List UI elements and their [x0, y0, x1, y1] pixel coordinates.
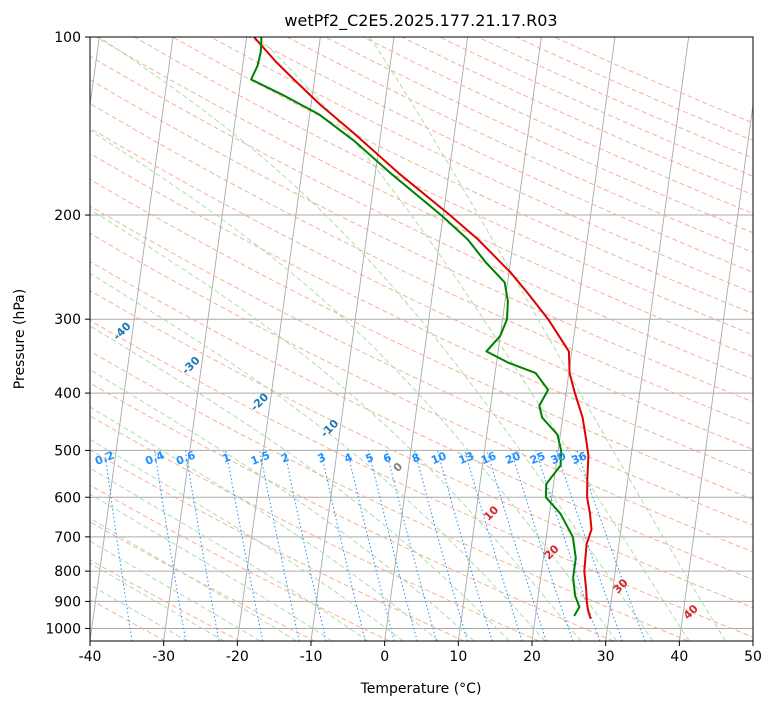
dry-adiabat — [90, 559, 241, 641]
mixing-ratio-label: 1 — [221, 451, 233, 466]
y-tick-label: 400 — [54, 386, 81, 402]
x-tick-label: -20 — [226, 649, 249, 665]
isotherm--30 — [163, 37, 248, 641]
y-tick-label: 1000 — [45, 621, 81, 637]
mixing-ratio-line — [346, 450, 395, 641]
x-tick-label: 50 — [744, 649, 762, 665]
plot-lines — [90, 37, 753, 641]
dry-adiabat — [134, 37, 753, 336]
moist-adiabat — [257, 37, 690, 641]
mixing-ratio-label: 36 — [570, 449, 589, 467]
y-tick-label: 300 — [54, 312, 81, 328]
mixing-ratio-line — [154, 450, 187, 641]
moist-adiabat — [90, 467, 368, 641]
isotherm--40 — [90, 37, 174, 641]
y-axis-title: Pressure (hPa) — [12, 289, 28, 389]
mixing-ratio-label: 25 — [528, 449, 547, 467]
moist-adiabat — [90, 540, 261, 641]
isotherm-20 — [531, 37, 616, 641]
dry-adiabat — [90, 521, 315, 641]
mixing-ratio-line — [320, 450, 366, 641]
x-tick-label: -30 — [152, 649, 175, 665]
temperature-profile — [253, 37, 593, 619]
moist-adiabat — [90, 517, 297, 641]
moist-adiabat — [90, 584, 188, 641]
x-tick-label: 10 — [449, 649, 467, 665]
dry-adiabat — [90, 205, 753, 526]
dry-adiabat — [90, 319, 753, 638]
y-tick-label: 100 — [54, 30, 81, 46]
dry-adiabat — [90, 289, 753, 609]
moist-adiabat — [90, 438, 404, 641]
mixing-ratio-line — [259, 450, 300, 641]
mixing-ratio-label: 8 — [410, 451, 422, 466]
x-axis-title: Temperature (°C) — [360, 681, 482, 697]
mixing-ratio-label: 2 — [279, 451, 291, 466]
y-tick-label: 500 — [54, 443, 81, 459]
dry-adiabat — [90, 232, 753, 553]
dry-adiabat — [90, 415, 540, 641]
x-tick-label: 20 — [523, 649, 541, 665]
isotherm--10 — [310, 37, 395, 641]
chart-title: wetPf2_C2E5.2025.177.21.17.R03 — [284, 11, 557, 31]
dry-adiabat — [90, 260, 753, 581]
moist-adiabat — [90, 272, 546, 641]
mixing-ratio-label: 5 — [364, 451, 376, 466]
dewpoint-profile — [250, 37, 581, 617]
mixing-ratio-line — [385, 450, 437, 641]
mixing-ratio-line — [576, 450, 646, 641]
x-tick-label: 30 — [597, 649, 615, 665]
isotherm-40 — [678, 101, 753, 641]
mixing-ratio-line — [535, 450, 601, 641]
mixing-ratio-line — [368, 450, 418, 641]
axes: -40 -30 -20 -10 0 10 20 30 40 50 1000 900 800 700 600 5… — [45, 30, 762, 665]
mixing-ratio-label: 20 — [503, 449, 522, 467]
isotherm-0 — [384, 37, 469, 641]
isotherm-30 — [605, 37, 690, 641]
plot-frame — [89, 36, 754, 642]
mixing-ratio-label: 13 — [457, 449, 476, 467]
mixing-ratio-label: 16 — [479, 449, 498, 467]
dry-adiabat — [90, 449, 465, 641]
isotherm-10 — [457, 37, 542, 641]
y-tick-label: 800 — [54, 564, 81, 580]
dry-adiabat — [90, 382, 614, 641]
dry-adiabat — [172, 37, 753, 315]
mixing-ratio-line — [464, 450, 523, 641]
moist-adiabat — [90, 406, 439, 641]
y-tick-label: 600 — [54, 490, 81, 506]
x-tick-label: -10 — [300, 649, 323, 665]
mixing-ratio-label: 30 — [549, 449, 568, 467]
x-tick-label: 0 — [380, 649, 389, 665]
dry-adiabat — [95, 37, 753, 358]
mixing-ratio-line — [555, 450, 623, 641]
mixing-ratio-label: 3 — [316, 451, 328, 466]
moist-adiabat — [90, 562, 225, 641]
dry-adiabat — [90, 55, 753, 380]
mixing-ratio-line — [486, 450, 547, 641]
y-tick-label: 200 — [54, 208, 81, 224]
x-tick-label: -40 — [79, 649, 102, 665]
mixing-ratio-line — [436, 450, 493, 641]
mixing-ratio-line — [414, 450, 468, 641]
mixing-ratio-line — [510, 450, 574, 641]
dry-adiabat — [90, 78, 753, 403]
mixing-ratio-line — [284, 450, 327, 641]
x-tick-label: 40 — [670, 649, 688, 665]
isotherm--20 — [236, 37, 321, 641]
dry-adiabat — [90, 350, 689, 641]
moist-adiabat — [90, 325, 510, 641]
moist-adiabat — [90, 369, 475, 641]
mixing-ratio-line — [104, 450, 133, 641]
y-tick-label: 900 — [54, 594, 81, 610]
y-tick-label: 700 — [54, 530, 81, 546]
dry-adiabat — [90, 103, 753, 426]
dry-adiabat — [90, 178, 753, 500]
mixing-ratio-label: 10 — [429, 449, 448, 467]
